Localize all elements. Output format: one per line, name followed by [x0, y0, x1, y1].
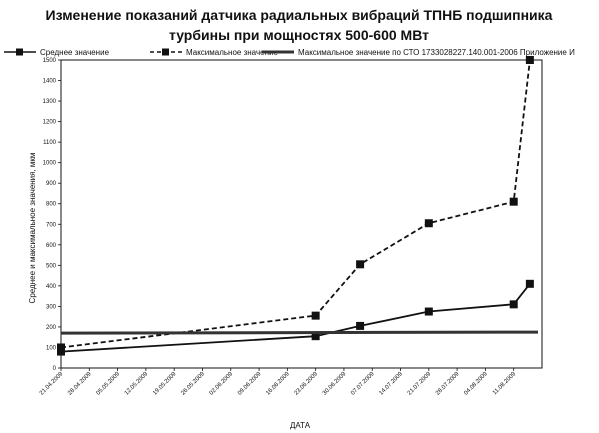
x-tick-label: 14.07.2009 [378, 371, 404, 397]
x-tick-label: 05.05.2009 [96, 371, 122, 397]
y-tick-label: 200 [46, 325, 57, 331]
y-tick-label: 1400 [43, 79, 57, 85]
y-tick-label: 800 [46, 202, 57, 208]
series-1-point-3 [424, 219, 433, 228]
x-tick-label: 23.06.2009 [294, 371, 320, 397]
y-tick-label: 400 [46, 284, 57, 290]
series-0-point-0 [57, 347, 65, 356]
x-tick-label: 07.07.2009 [350, 371, 376, 397]
x-tick-label: 04.08.2009 [463, 371, 489, 397]
legend-marker-0 [16, 48, 23, 56]
x-tick-label: 26.05.2009 [180, 371, 206, 397]
series-0-point-1 [311, 332, 320, 341]
series-1-point-4 [509, 197, 518, 206]
legend-label-1: Максимальное значение [186, 48, 278, 57]
y-axis: 0 100 200 300 400 500 600 700 800 900 1000 1100 1200… [43, 58, 61, 372]
series-1-point-5 [525, 56, 534, 64]
series-1-point-2 [356, 260, 365, 269]
y-tick-label: 1500 [43, 58, 57, 64]
x-tick-label: 21.07.2009 [407, 371, 433, 397]
x-axis: 21.04.2009 28.04.2009 05.05.2009 12.05.2009… [39, 368, 518, 397]
plot-area [60, 59, 543, 369]
y-tick-label: 300 [46, 304, 57, 310]
y-tick-label: 1000 [43, 161, 57, 167]
series-1-point-0 [57, 343, 65, 352]
y-tick-label: 100 [46, 345, 57, 351]
x-tick-label: 28.07.2009 [435, 371, 461, 397]
y-tick-label: 500 [46, 263, 57, 269]
series-1-point-1 [311, 311, 320, 320]
x-tick-label: 16.06.2009 [265, 371, 291, 397]
y-tick-label: 1200 [43, 120, 57, 126]
y-axis-label: Среднее и максимальное значения, мкм [28, 153, 37, 304]
y-tick-label: 1100 [43, 140, 57, 146]
legend: Среднее значение Максимальное значение Мак… [4, 48, 575, 57]
x-tick-label: 28.04.2009 [67, 371, 93, 397]
series-0-point-4 [509, 300, 518, 309]
series-0-point-5 [525, 279, 534, 288]
series-0-point-3 [424, 307, 433, 316]
x-tick-label: 09.06.2009 [237, 371, 263, 397]
x-tick-label: 19.05.2009 [152, 371, 178, 397]
x-tick-label: 12.05.2009 [124, 371, 150, 397]
x-tick-label: 02.06.2009 [209, 371, 235, 397]
legend-marker-1 [162, 48, 169, 56]
series-line-1 [60, 59, 531, 349]
series-line-2 [60, 330, 539, 335]
y-tick-label: 700 [46, 222, 57, 228]
y-tick-label: 0 [53, 366, 57, 372]
y-tick-label: 1300 [43, 99, 57, 105]
y-tick-label: 900 [46, 181, 57, 187]
series-layer [57, 56, 539, 356]
x-tick-label: 30.06.2009 [322, 371, 348, 397]
legend-label-2: Максимальное значение по СТО 1733028227.… [298, 48, 575, 57]
x-axis-label: ДАТА [290, 421, 311, 430]
x-tick-label: 21.04.2009 [39, 371, 65, 397]
series-0-point-2 [356, 321, 365, 330]
chart-title-line-1: Изменение показаний датчика радиальных в… [46, 7, 553, 23]
x-tick-label: 11.08.2009 [492, 371, 518, 397]
y-tick-label: 600 [46, 243, 57, 249]
chart-title-line-2: турбины при мощностях 500-600 МВт [169, 27, 429, 43]
legend-label-0: Среднее значение [40, 48, 110, 57]
